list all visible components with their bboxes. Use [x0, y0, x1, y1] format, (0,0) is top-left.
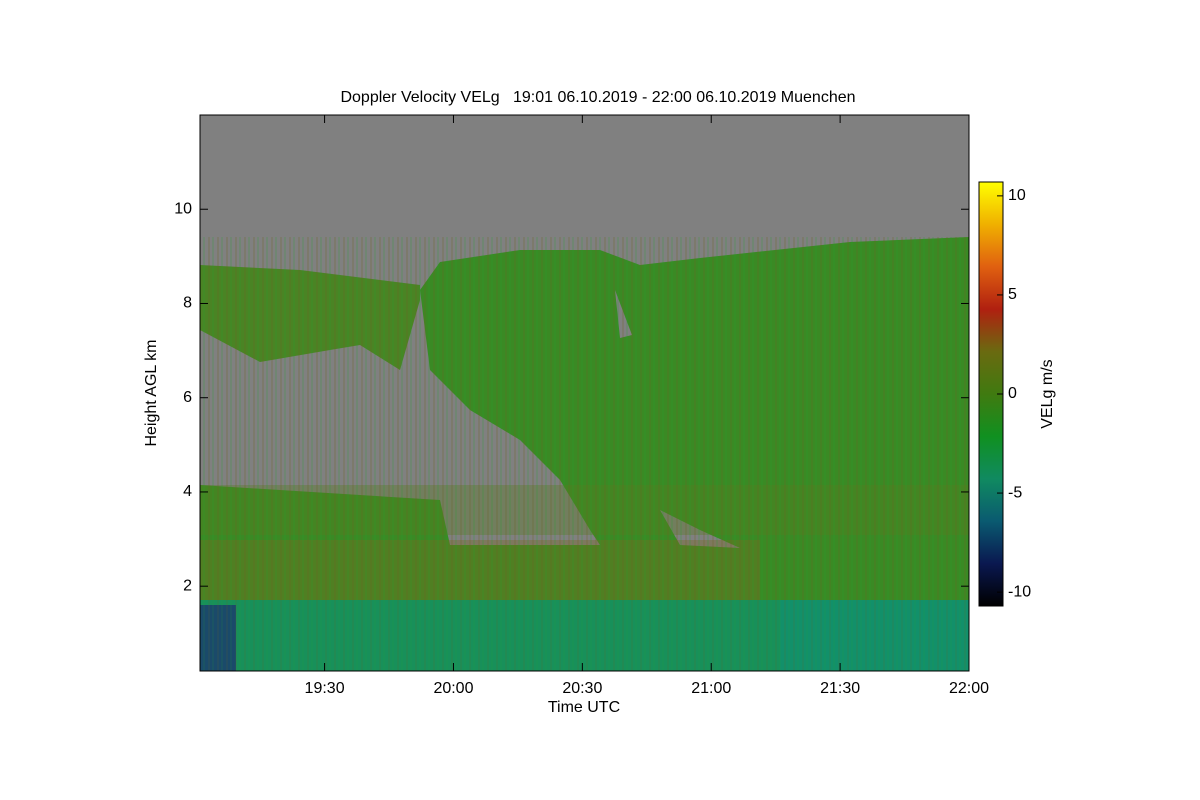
chart-title: Doppler Velocity VELg 19:01 06.10.2019 -…: [340, 89, 855, 106]
x-axis-label: Time UTC: [548, 699, 620, 716]
velocity-field: [200, 115, 969, 671]
plot-frame: [199, 114, 970, 672]
x-tick-label: 20:30: [562, 680, 602, 697]
x-tick-label: 22:00: [949, 680, 989, 697]
y-tick-label: 6: [183, 389, 192, 406]
colorbar-tick-label: 10: [1008, 187, 1026, 204]
x-tick-label: 20:00: [433, 680, 473, 697]
colorbar-label: VELg m/s: [1039, 359, 1056, 428]
y-tick-label: 8: [183, 295, 192, 312]
colorbar-tick-label: 5: [1008, 286, 1017, 303]
colorbar-tick-label: 0: [1008, 385, 1017, 402]
y-tick-label: 4: [183, 483, 192, 500]
y-tick-label: 2: [183, 577, 192, 594]
x-tick-label: 21:30: [820, 680, 860, 697]
x-tick-label: 19:30: [305, 680, 345, 697]
x-tick-label: 21:00: [691, 680, 731, 697]
colorbar-tick-label: -10: [1008, 583, 1031, 600]
y-tick-label: 10: [174, 200, 192, 217]
colorbar-tick-label: -5: [1008, 484, 1022, 501]
y-axis-label: Height AGL km: [143, 339, 160, 446]
